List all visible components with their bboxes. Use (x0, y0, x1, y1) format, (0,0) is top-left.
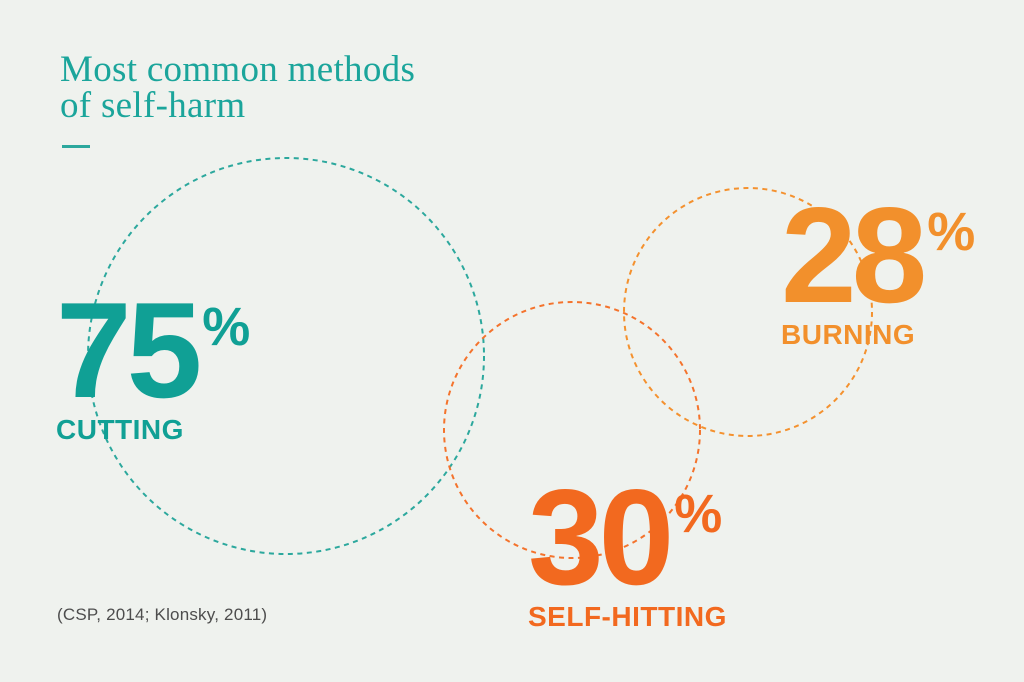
burning-bubble-circle (623, 187, 873, 437)
stat-self-hitting-percent-sign: % (674, 484, 723, 544)
source-citation: (CSP, 2014; Klonsky, 2011) (57, 605, 268, 624)
stat-cutting: 75 % CUTTING (56, 274, 251, 446)
stat-self-hitting-value: 30 (528, 461, 674, 613)
stat-cutting-value: 75 (56, 274, 202, 426)
stat-cutting-label: CUTTING (56, 414, 184, 446)
stat-cutting-number: 75 % (56, 274, 251, 426)
stat-burning-number: 28 % (781, 179, 976, 331)
stat-self-hitting: 30 % SELF-HITTING (528, 461, 727, 633)
stat-cutting-percent-sign: % (202, 297, 251, 357)
stat-burning-percent-sign: % (927, 202, 976, 262)
chart-title: Most common methods of self-harm (60, 49, 416, 126)
stat-self-hitting-number: 30 % (528, 461, 727, 613)
stat-self-hitting-label: SELF-HITTING (528, 601, 727, 633)
stat-burning-value: 28 (781, 179, 927, 331)
chart-title-line1: Most common methods (60, 49, 416, 90)
title-underline-dash (62, 145, 90, 148)
chart-title-line2: of self-harm (60, 85, 246, 126)
stat-burning: 28 % BURNING (781, 179, 976, 351)
self-hitting-bubble-circle (443, 301, 701, 559)
cutting-bubble-circle (87, 157, 485, 555)
stat-burning-label: BURNING (781, 319, 916, 351)
